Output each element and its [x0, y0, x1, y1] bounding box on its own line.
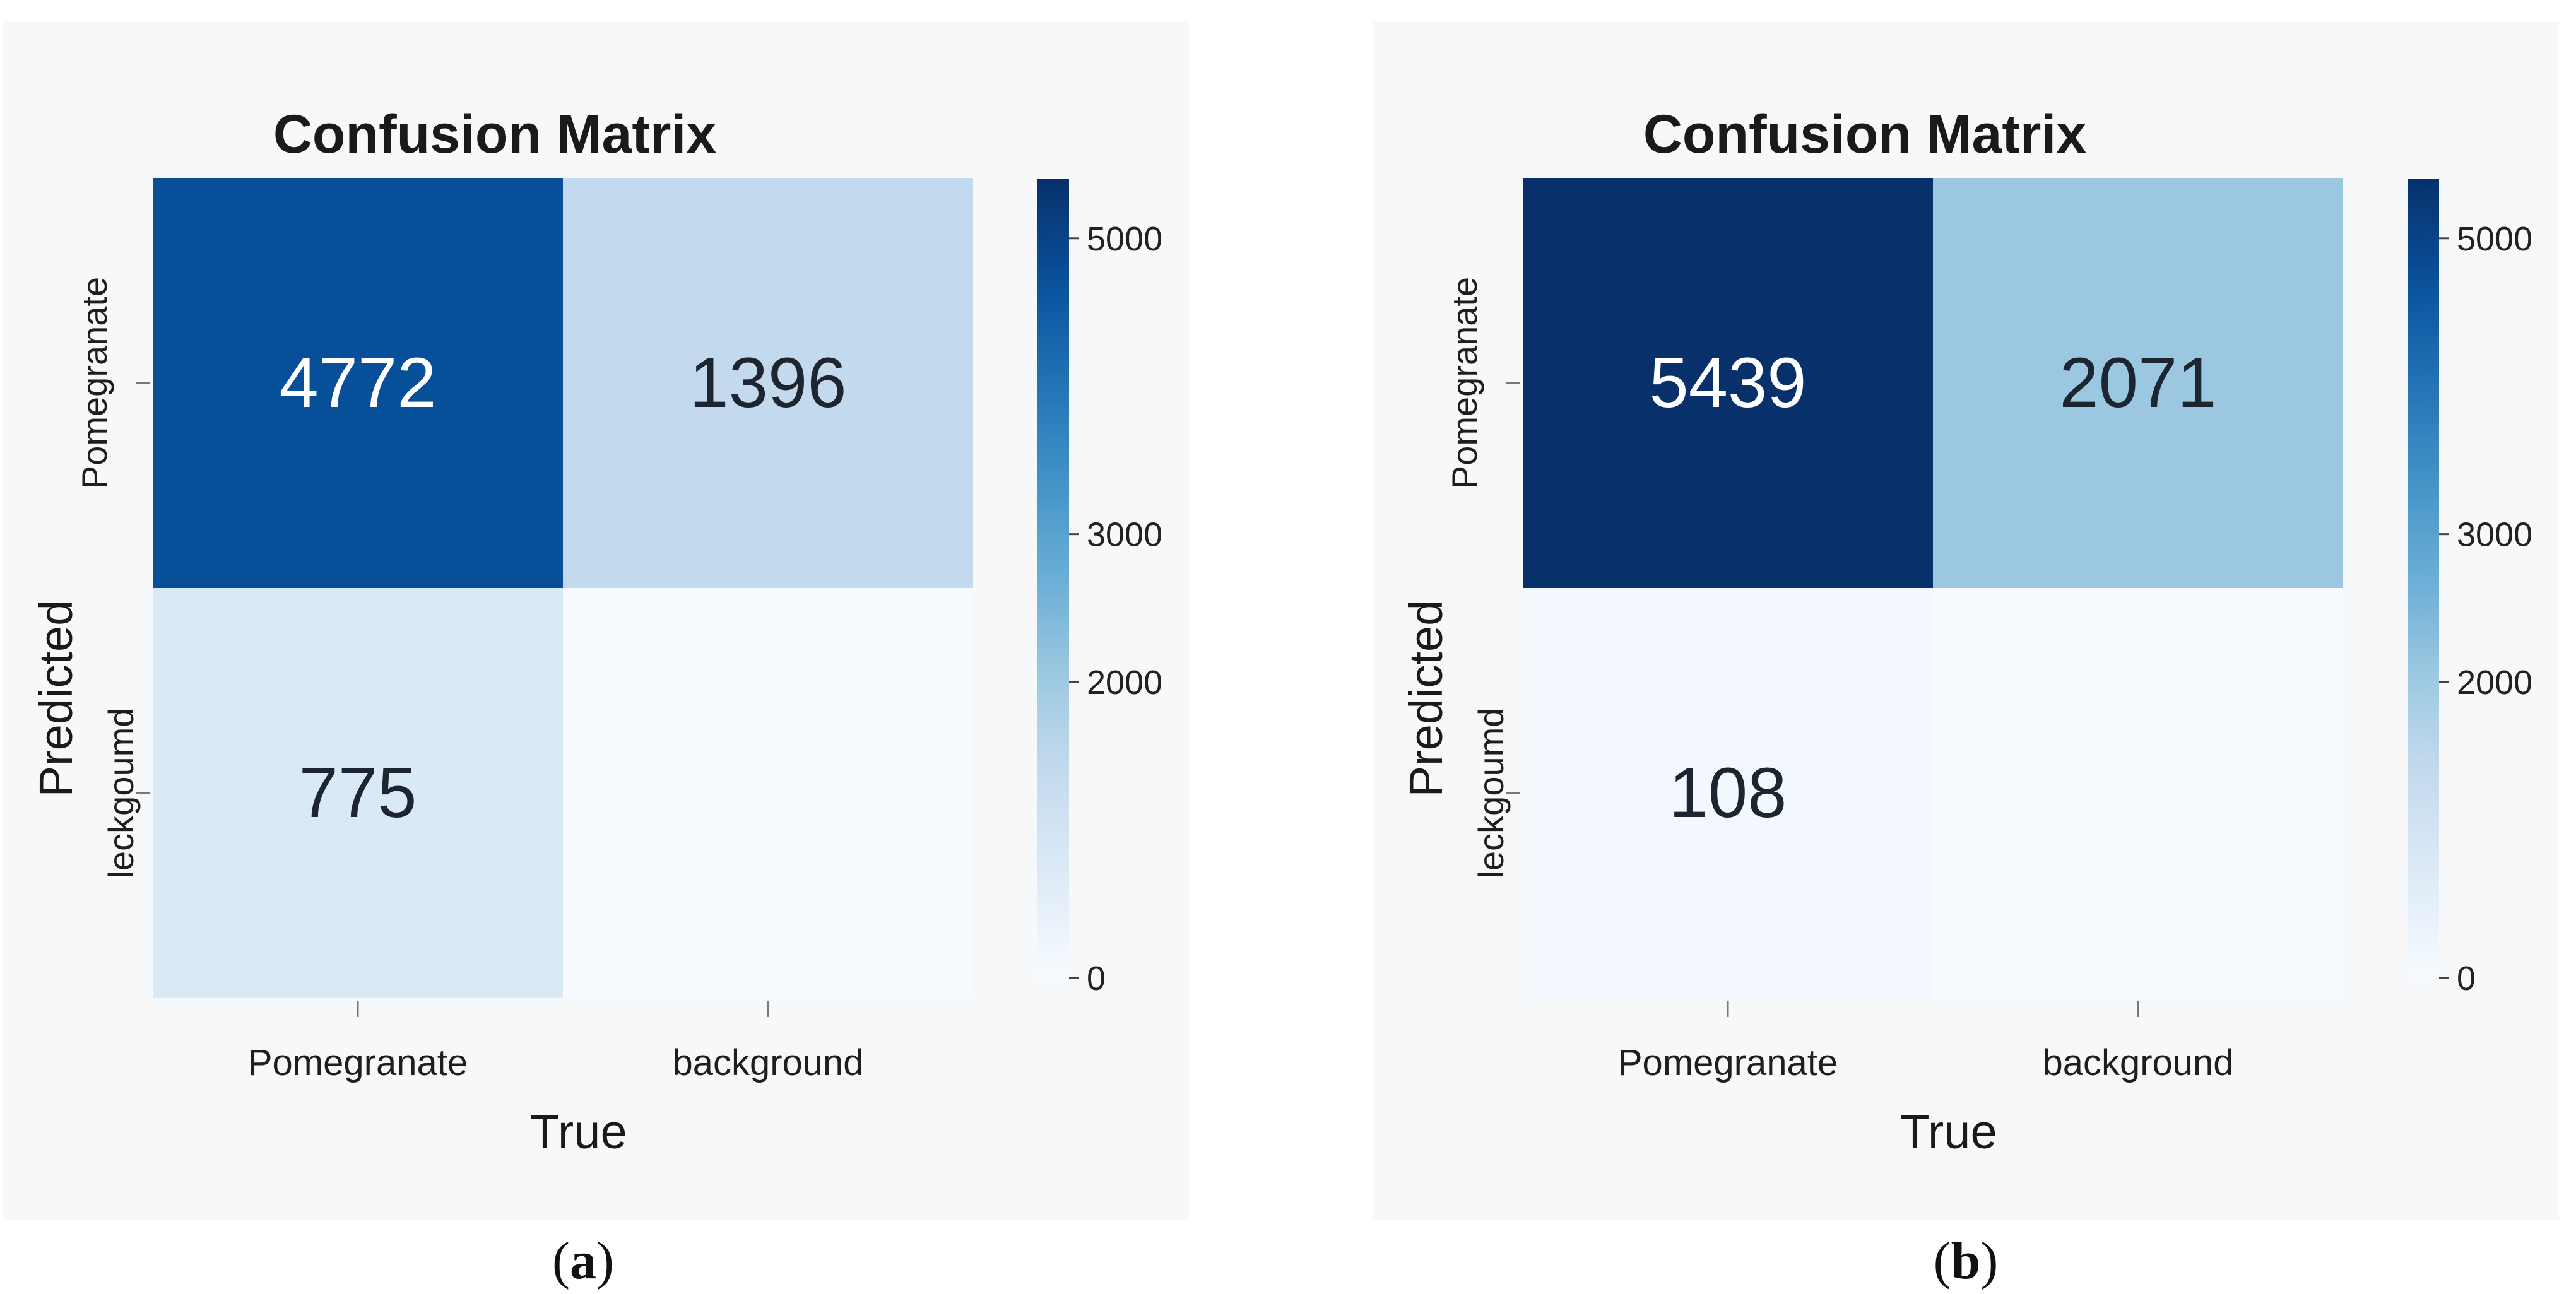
- cm0-cell-label-1-0: 775: [299, 753, 417, 832]
- cm0-cell-label-0-0: 4772: [279, 343, 436, 422]
- cm1-colorbar: [2408, 179, 2439, 978]
- cm1-cb-tick-label-0: 0: [2457, 960, 2476, 997]
- confusion-matrix-panel-b: Confusion Matrix 5439 2071 108 Pomegranate ba…: [1373, 21, 2559, 1220]
- caption-b-letter: b: [1951, 1232, 1981, 1290]
- cm1-y-tick-label-0: Pomegranate: [1445, 277, 1484, 489]
- cm0-cb-tick-label-2: 3000: [1087, 516, 1162, 554]
- cm1-xlabel: True: [1900, 1105, 1997, 1159]
- cm1-ylabel: Predicted: [1400, 600, 1452, 797]
- cm0-cell-1-0: [153, 588, 563, 998]
- cm1-cell-1-1: [1933, 588, 2343, 998]
- caption-b: (b): [1933, 1232, 1999, 1290]
- cm0-colorbar: [1037, 179, 1069, 978]
- caption-a-letter: a: [570, 1232, 596, 1290]
- cm0-cell-0-1: [563, 178, 973, 588]
- cm1-cb-tick-label-3: 5000: [2457, 220, 2532, 258]
- cm1-y-tick-label-1: leckgoumd: [1471, 708, 1511, 879]
- cm0-cb-tick-label-3: 5000: [1087, 220, 1162, 258]
- cm0-cb-tick-label-1: 2000: [1087, 664, 1162, 702]
- confusion-matrix-a-svg: Confusion Matrix 4772 1396 775 Pomegranate ba…: [30, 104, 1162, 1159]
- cm1-cell-0-0: [1523, 178, 1933, 588]
- cm1-cell-label-0-1: 2071: [2059, 343, 2216, 422]
- cm0-cell-1-1: [563, 588, 973, 998]
- confusion-matrix-b-svg: Confusion Matrix 5439 2071 108 Pomegranate ba…: [1400, 104, 2532, 1159]
- cm0-cell-label-0-1: 1396: [689, 343, 846, 422]
- cm0-y-tick-label-0: Pomegranate: [74, 277, 114, 489]
- cm1-cell-0-1: [1933, 178, 2343, 588]
- cm0-ylabel: Predicted: [30, 600, 82, 797]
- cm0-title: Confusion Matrix: [273, 104, 716, 165]
- cm1-x-tick-label-1: background: [2042, 1042, 2233, 1083]
- cm0-xlabel: True: [530, 1105, 627, 1159]
- caption-a: (a): [552, 1232, 614, 1290]
- cm1-cell-label-1-0: 108: [1669, 753, 1787, 832]
- cm1-cb-tick-label-2: 3000: [2457, 516, 2532, 554]
- cm0-cb-tick-label-0: 0: [1087, 960, 1106, 997]
- confusion-matrix-panel-a: Confusion Matrix 4772 1396 775 Pomegranate ba…: [3, 21, 1189, 1220]
- cm1-title: Confusion Matrix: [1643, 104, 2086, 165]
- cm0-y-tick-label-1: leckgoumd: [101, 708, 141, 879]
- cm1-cb-tick-label-1: 2000: [2457, 664, 2532, 702]
- cm0-x-tick-label-1: background: [672, 1042, 863, 1083]
- cm0-cell-0-0: [153, 178, 563, 588]
- cm0-x-tick-label-0: Pomegranate: [248, 1042, 468, 1083]
- cm1-cell-label-0-0: 5439: [1649, 343, 1806, 422]
- cm1-x-tick-label-0: Pomegranate: [1618, 1042, 1838, 1083]
- cm1-cell-1-0: [1523, 588, 1933, 998]
